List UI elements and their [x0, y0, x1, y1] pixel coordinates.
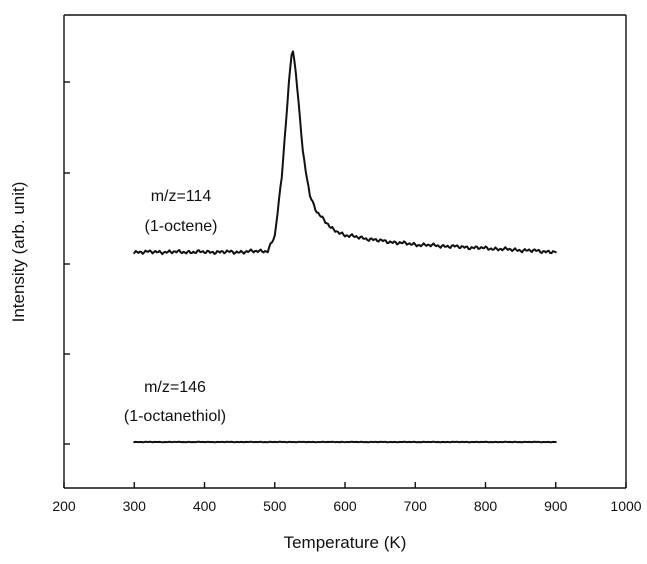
annotation-1-octene: m/z=114 [151, 188, 212, 205]
x-axis-tick-label: 600 [333, 498, 357, 514]
x-axis-tick-labels: 200 300 400 500 600 700 800 900 1000 [52, 498, 641, 514]
chart-series-group [133, 50, 557, 444]
x-axis-tick-label: 300 [123, 498, 147, 514]
trace-1-octanethiol [133, 440, 557, 444]
x-axis-tick-label: 1000 [610, 498, 641, 514]
y-axis-ticks [64, 81, 70, 445]
annotation-1-octanethiol: (1-octanethiol) [124, 408, 226, 425]
x-axis-tick-label: 400 [193, 498, 217, 514]
annotation-1-octanethiol: m/z=146 [144, 379, 206, 396]
x-axis-tick-label: 500 [263, 498, 287, 514]
trace-1-octene [133, 50, 557, 256]
x-axis-tick-label: 800 [474, 498, 498, 514]
y-axis-title: Intensity (arb. unit) [9, 182, 28, 323]
x-axis-tick-label: 700 [404, 498, 428, 514]
x-axis-tick-label: 900 [544, 498, 568, 514]
x-axis-ticks [63, 482, 627, 488]
chart-annotations: m/z=114 (1-octene) m/z=146 (1-octanethiol) [124, 188, 226, 425]
annotation-1-octene: (1-octene) [145, 218, 218, 235]
x-axis-tick-label: 200 [52, 498, 76, 514]
x-axis-title: Temperature (K) [284, 533, 407, 552]
